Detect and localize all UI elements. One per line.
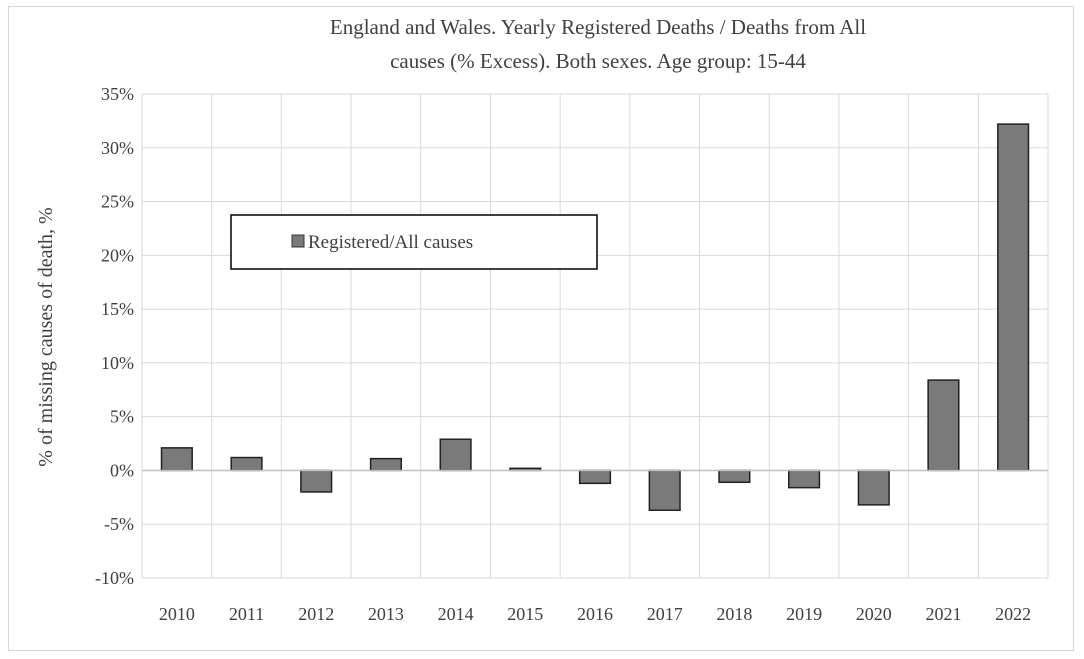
bar-2013 — [369, 457, 403, 472]
bar-2010 — [160, 447, 193, 472]
y-tick-label: 15% — [101, 299, 134, 319]
legend: Registered/All causes — [230, 214, 598, 270]
legend-swatch — [291, 234, 305, 248]
x-tick-label: 2020 — [856, 604, 892, 624]
y-tick-label: 20% — [101, 245, 134, 265]
chart-title-line-1: England and Wales. Yearly Registered Dea… — [330, 15, 866, 39]
x-tick-label: 2010 — [159, 604, 195, 624]
x-tick-label: 2012 — [298, 604, 334, 624]
y-axis-title: % of missing causes of death, % — [35, 207, 57, 466]
bar-2012 — [300, 469, 333, 493]
y-tick-label: 35% — [101, 84, 134, 104]
x-tick-label: 2022 — [995, 604, 1031, 624]
x-tick-label: 2019 — [786, 604, 822, 624]
chart-frame — [8, 6, 1074, 651]
x-tick-label: 2015 — [507, 604, 543, 624]
x-tick-label: 2017 — [647, 604, 683, 624]
bar-2018 — [718, 469, 751, 484]
x-tick-label: 2013 — [368, 604, 404, 624]
x-axis-ticks: 2010 2011 2012 2013 2014 2015 2016 2017 2018 2019… — [159, 604, 1031, 624]
y-tick-label: -5% — [104, 514, 134, 534]
bar-2014 — [439, 438, 472, 472]
y-tick-label: 10% — [101, 353, 134, 373]
y-tick-label: 0% — [110, 460, 134, 480]
x-tick-label: 2021 — [925, 604, 961, 624]
gridlines — [141, 93, 1049, 579]
y-tick-label: 5% — [110, 407, 134, 427]
y-axis-ticks: -10% -5% 0% 5% 10% 15% 20% 25% 30% 35% — [95, 84, 134, 588]
y-tick-label: 30% — [101, 138, 134, 158]
bar-2022 — [997, 123, 1030, 472]
x-tick-label: 2018 — [716, 604, 752, 624]
y-tick-label: 25% — [101, 192, 134, 212]
bars — [142, 123, 1048, 511]
x-tick-label: 2016 — [577, 604, 613, 624]
y-tick-label: -10% — [95, 568, 134, 588]
bar-2016 — [578, 469, 612, 485]
chart-title-line-2: causes (% Excess). Both sexes. Age group… — [390, 49, 806, 73]
x-tick-label: 2011 — [229, 604, 264, 624]
bar-2017 — [648, 469, 681, 511]
legend-label: Registered/All causes — [308, 232, 473, 253]
bar-2019 — [787, 469, 821, 489]
bar-2020 — [857, 469, 890, 506]
bar-2011 — [230, 456, 263, 472]
x-tick-label: 2014 — [438, 604, 474, 624]
bar-2021 — [927, 379, 960, 472]
